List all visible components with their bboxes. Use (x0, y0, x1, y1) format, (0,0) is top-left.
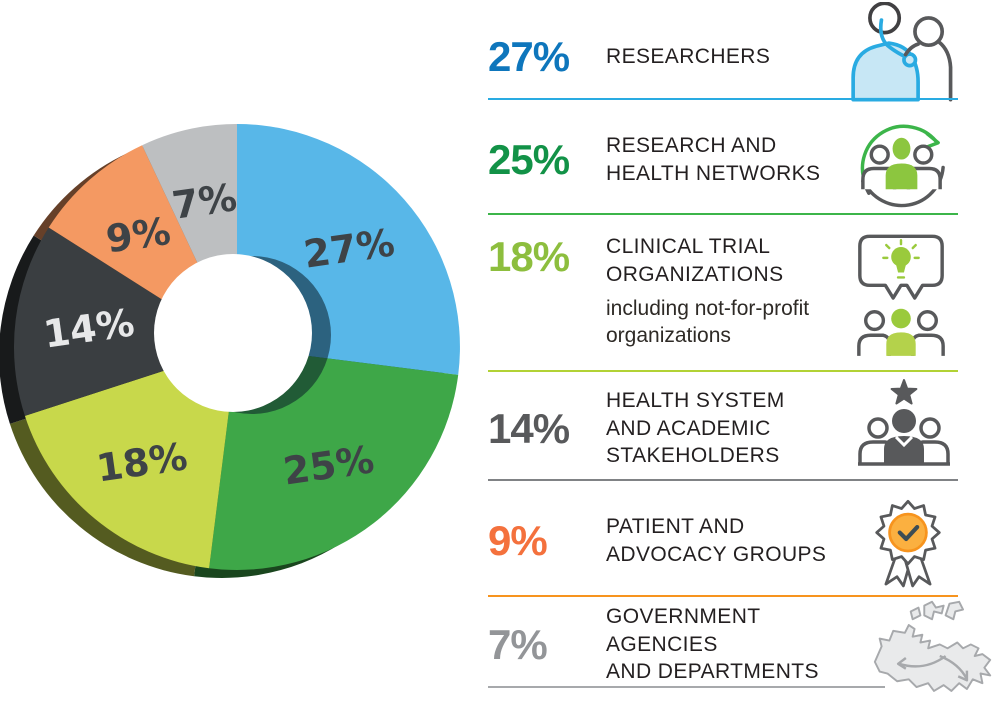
pie-slice (13, 227, 237, 416)
team-star-icon (854, 376, 954, 476)
idea-discussion-icon (852, 229, 950, 369)
legend-title: CLINICAL TRIAL ORGANIZATIONS (606, 235, 784, 286)
legend-percent: 27% (488, 33, 570, 80)
legend-title: PATIENT AND ADVOCACY GROUPS (606, 515, 827, 566)
row-divider (488, 686, 885, 688)
legend-title: HEALTH SYSTEM AND ACADEMIC STAKEHOLDERS (606, 388, 785, 468)
legend-percent: 9% (488, 517, 548, 564)
legend-title: GOVERNMENT AGENCIES AND DEPARTMENTS (606, 604, 819, 684)
legend: 27% RESEARCHERS 25% RESEARCH AND (488, 0, 992, 720)
pie-slice-label: 9% (103, 209, 173, 262)
donut-hole (154, 254, 312, 412)
legend-percent: 14% (488, 404, 570, 452)
row-divider (488, 213, 958, 215)
legend-percent: 7% (488, 620, 548, 668)
legend-row-patient-advocacy: 9% PATIENT AND ADVOCACY GROUPS (488, 485, 960, 597)
legend-title: RESEARCHERS (606, 45, 771, 69)
donut-chart-svg: 27%25%18%14%9%7% (0, 124, 460, 578)
legend-title: RESEARCH AND HEALTH NETWORKS (606, 133, 821, 185)
legend-row-research-health-networks: 25% RESEARCH AND HEALTH NETWORKS (488, 104, 960, 215)
legend-subtitle: including not-for-profit organizations (606, 297, 810, 347)
pie-slice-label: 7% (169, 175, 239, 228)
legend-row-clinical-trial-organizations: 18% CLINICAL TRIAL ORGANIZATIONS includi… (488, 219, 960, 372)
doctor-patient-icon (850, 2, 960, 102)
row-divider (488, 479, 958, 481)
pie-slice (24, 347, 238, 569)
row-divider (488, 98, 958, 100)
row-divider (488, 595, 958, 597)
legend-row-researchers: 27% RESEARCHERS (488, 2, 960, 102)
legend-percent: 25% (488, 135, 570, 183)
row-divider (488, 370, 958, 372)
legend-percent: 18% (488, 233, 570, 280)
donut-chart: 27% 25% 18% 14% 9% 7% (0, 0, 480, 720)
legend-row-government-agencies: 7% GOVERNMENT AGENCIES AND DEPARTMENTS (488, 600, 992, 692)
award-ribbon-icon (862, 485, 954, 593)
canada-map-icon (870, 599, 996, 717)
legend-row-health-system-stakeholders: 14% HEALTH SYSTEM AND ACADEMIC STAKEHOLD… (488, 376, 960, 481)
people-cycle-icon (850, 112, 954, 216)
